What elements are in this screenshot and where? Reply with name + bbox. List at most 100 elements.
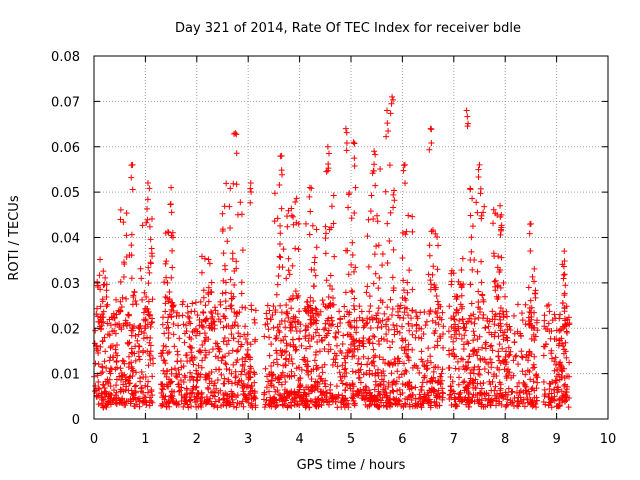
data-point xyxy=(560,271,567,278)
data-point xyxy=(140,309,147,316)
data-point xyxy=(306,404,313,411)
data-point xyxy=(181,372,188,379)
data-point xyxy=(393,378,400,385)
data-point xyxy=(556,327,563,334)
data-point xyxy=(313,403,320,410)
y-tick-label: 0.06 xyxy=(51,141,80,156)
data-point xyxy=(451,390,458,397)
data-point xyxy=(387,110,394,117)
data-point xyxy=(239,247,246,254)
data-point xyxy=(268,377,275,384)
data-point xyxy=(471,332,478,339)
data-point xyxy=(534,379,541,386)
data-point xyxy=(326,226,333,233)
data-point xyxy=(311,254,318,261)
data-point xyxy=(333,342,340,349)
data-point xyxy=(400,167,407,174)
data-point xyxy=(488,364,495,371)
data-point xyxy=(132,382,139,389)
data-point xyxy=(420,331,427,337)
data-point xyxy=(520,396,527,403)
data-point xyxy=(397,302,404,309)
data-point xyxy=(272,404,279,411)
data-point xyxy=(138,328,145,335)
data-point xyxy=(161,396,168,403)
data-point xyxy=(163,274,170,281)
data-point xyxy=(465,398,472,405)
data-point xyxy=(476,396,483,403)
data-point xyxy=(469,266,476,273)
data-point xyxy=(390,191,397,198)
data-point xyxy=(302,307,309,314)
data-point xyxy=(135,348,142,355)
data-point xyxy=(428,126,435,133)
data-point xyxy=(123,322,130,329)
data-point xyxy=(508,389,515,396)
data-point xyxy=(424,365,431,372)
data-point xyxy=(343,147,350,154)
data-point xyxy=(148,388,155,395)
data-point xyxy=(450,338,457,345)
data-point xyxy=(349,289,356,296)
data-point xyxy=(192,384,199,391)
data-point xyxy=(123,295,130,302)
data-point xyxy=(399,390,406,397)
data-point xyxy=(313,244,320,251)
data-point xyxy=(173,400,180,407)
data-point xyxy=(138,368,145,375)
data-point xyxy=(480,403,487,410)
data-point xyxy=(205,386,212,393)
data-point xyxy=(458,335,465,342)
data-point xyxy=(491,321,498,328)
data-point xyxy=(206,260,213,267)
data-point xyxy=(542,401,549,408)
data-point xyxy=(481,366,488,373)
data-point xyxy=(406,386,413,393)
data-point xyxy=(545,402,552,409)
data-point xyxy=(405,341,412,348)
data-point xyxy=(160,357,167,364)
data-point xyxy=(248,188,255,195)
data-point xyxy=(473,348,480,355)
data-point xyxy=(409,331,416,338)
data-point xyxy=(120,219,127,226)
data-point xyxy=(103,294,110,301)
data-point xyxy=(129,186,136,193)
data-point xyxy=(540,352,547,359)
x-tick-label: 5 xyxy=(347,432,355,447)
data-point xyxy=(391,187,398,194)
data-point xyxy=(563,328,570,335)
data-point xyxy=(145,298,152,305)
data-point xyxy=(564,329,571,336)
data-point xyxy=(425,345,432,352)
data-point xyxy=(98,322,105,329)
data-point xyxy=(448,278,455,285)
data-point xyxy=(551,336,558,343)
data-point xyxy=(467,375,474,382)
data-point xyxy=(484,401,491,408)
data-point xyxy=(360,353,367,360)
data-point xyxy=(208,279,215,286)
data-point xyxy=(319,297,326,304)
x-tick-label: 2 xyxy=(193,432,201,447)
data-point xyxy=(399,255,406,262)
data-point xyxy=(371,148,378,155)
data-point xyxy=(394,401,401,408)
data-point xyxy=(502,403,509,410)
data-point xyxy=(218,357,225,364)
data-point xyxy=(470,328,477,335)
data-point xyxy=(105,398,112,405)
data-point xyxy=(112,330,119,337)
data-point xyxy=(243,371,250,378)
data-point xyxy=(492,283,499,290)
data-point xyxy=(393,322,400,329)
data-point xyxy=(283,397,290,404)
data-point xyxy=(169,397,176,404)
data-point xyxy=(343,370,350,377)
data-point xyxy=(472,385,479,392)
data-point xyxy=(451,396,458,403)
data-point xyxy=(319,364,326,371)
data-point xyxy=(285,314,292,321)
data-point xyxy=(540,343,547,350)
data-point xyxy=(184,358,191,365)
